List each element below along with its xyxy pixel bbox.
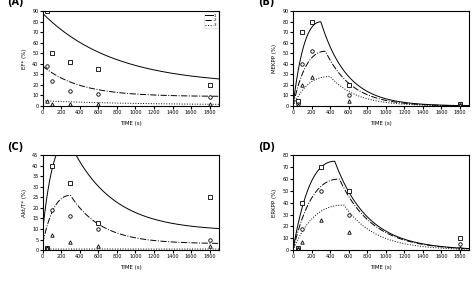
Y-axis label: MEKPP (%): MEKPP (%) <box>272 44 277 73</box>
Text: (A): (A) <box>8 0 24 8</box>
X-axis label: TIME (s): TIME (s) <box>370 121 392 126</box>
Y-axis label: Akt/T* (%): Akt/T* (%) <box>22 189 27 217</box>
X-axis label: TIME (s): TIME (s) <box>120 265 142 270</box>
X-axis label: TIME (s): TIME (s) <box>120 121 142 126</box>
Y-axis label: ERKPP (%): ERKPP (%) <box>272 189 277 217</box>
Text: (B): (B) <box>258 0 274 8</box>
Legend: 1, 2, 3: 1, 2, 3 <box>204 12 218 28</box>
X-axis label: TIME (s): TIME (s) <box>370 265 392 270</box>
Text: (D): (D) <box>258 142 275 151</box>
Text: (C): (C) <box>8 142 24 151</box>
Y-axis label: EF* (%): EF* (%) <box>22 48 27 69</box>
